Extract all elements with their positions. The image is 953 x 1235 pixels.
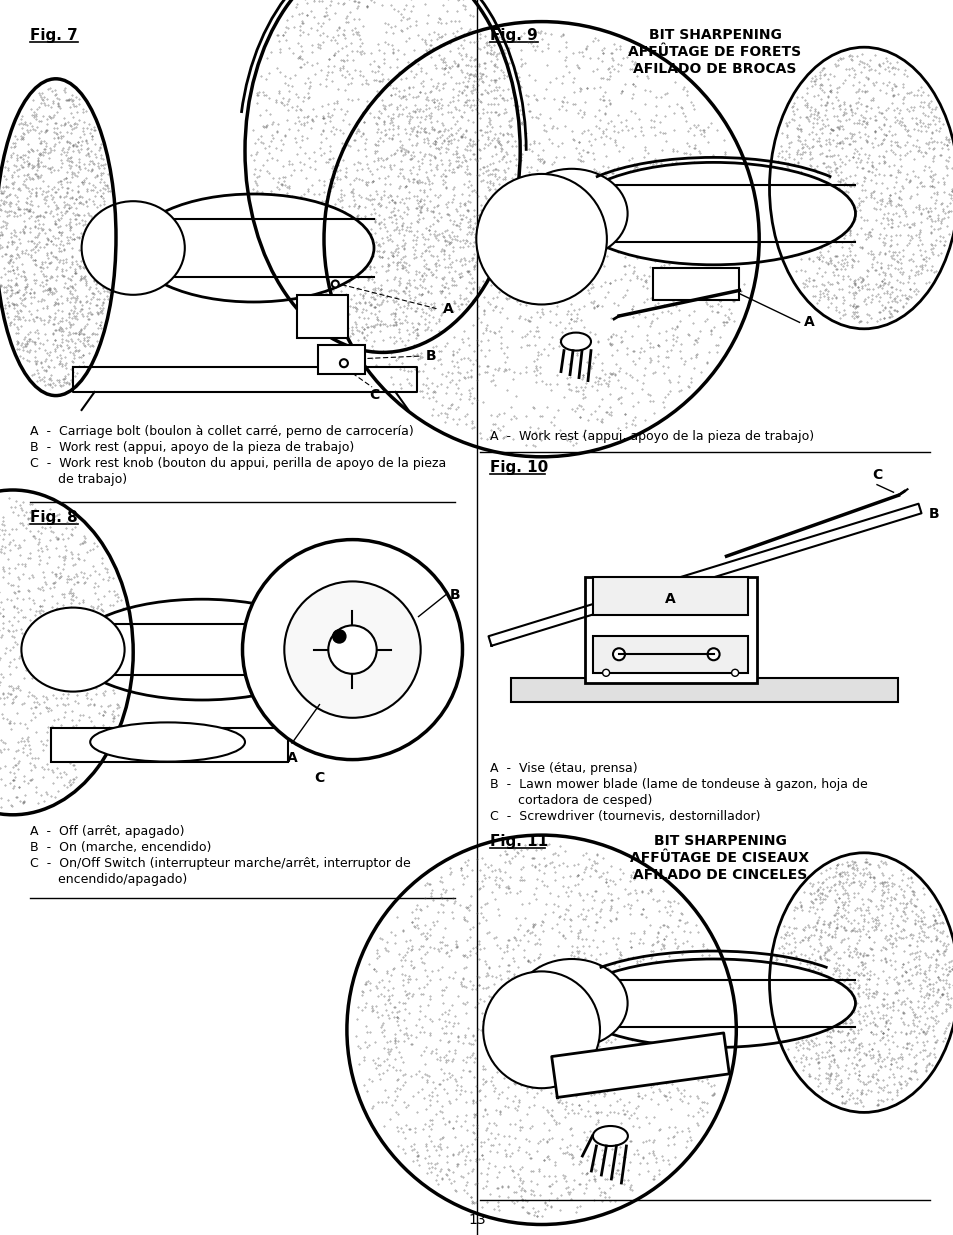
Text: Fig. 7: Fig. 7 (30, 28, 77, 43)
Text: BIT SHARPENING: BIT SHARPENING (653, 834, 785, 848)
Text: Fig. 8: Fig. 8 (30, 510, 77, 525)
Text: B  -  Lawn mower blade (lame de tondeuse à gazon, hoja de: B - Lawn mower blade (lame de tondeuse à… (490, 778, 867, 790)
Ellipse shape (91, 722, 245, 762)
Text: Fig. 11: Fig. 11 (490, 834, 548, 848)
Text: C  -  Screwdriver (tournevis, destornillador): C - Screwdriver (tournevis, destornillad… (490, 810, 760, 823)
Text: A: A (442, 303, 453, 316)
Circle shape (333, 630, 346, 643)
Circle shape (328, 625, 376, 674)
Circle shape (476, 174, 606, 305)
Circle shape (242, 540, 462, 760)
Text: C: C (314, 771, 324, 785)
Text: C: C (871, 468, 882, 482)
Text: C: C (369, 388, 378, 403)
Ellipse shape (133, 194, 374, 303)
Text: B: B (450, 588, 460, 601)
Text: AFFÛTAGE DE CISEAUX: AFFÛTAGE DE CISEAUX (630, 851, 809, 864)
Circle shape (731, 669, 738, 677)
Circle shape (284, 582, 420, 718)
Circle shape (482, 972, 599, 1088)
Text: A  -  Carriage bolt (boulon à collet carré, perno de carrocería): A - Carriage bolt (boulon à collet carré… (30, 425, 414, 438)
Text: C  -  On/Off Switch (interrupteur marche/arrêt, interruptor de: C - On/Off Switch (interrupteur marche/a… (30, 857, 411, 869)
Circle shape (339, 359, 348, 367)
Text: Fig. 10: Fig. 10 (490, 459, 548, 475)
Circle shape (613, 648, 624, 661)
Circle shape (602, 669, 609, 677)
Text: A: A (664, 592, 676, 605)
Circle shape (707, 648, 719, 661)
Text: Fig. 9: Fig. 9 (490, 28, 537, 43)
Text: AFFÛTAGE DE FORETS: AFFÛTAGE DE FORETS (628, 44, 801, 59)
Text: cortadora de cesped): cortadora de cesped) (490, 794, 652, 806)
Text: AFILADO DE CINCELES: AFILADO DE CINCELES (632, 868, 806, 882)
Text: A: A (286, 751, 297, 766)
Bar (51, 727, 288, 762)
Text: 13: 13 (468, 1213, 485, 1228)
Text: encendido/apagado): encendido/apagado) (30, 873, 187, 885)
Polygon shape (488, 504, 921, 646)
Text: C  -  Work rest knob (bouton du appui, perilla de apoyo de la pieza: C - Work rest knob (bouton du appui, per… (30, 457, 446, 471)
Text: B  -  Work rest (appui, apoyo de la pieza de trabajo): B - Work rest (appui, apoyo de la pieza … (30, 441, 354, 454)
Ellipse shape (82, 201, 185, 295)
Text: B: B (927, 506, 939, 521)
Polygon shape (73, 367, 416, 391)
Ellipse shape (516, 169, 627, 258)
Bar (296, 295, 348, 338)
Ellipse shape (73, 599, 331, 700)
Text: B  -  On (marche, encendido): B - On (marche, encendido) (30, 841, 212, 853)
Ellipse shape (571, 960, 855, 1047)
Ellipse shape (571, 162, 855, 264)
Ellipse shape (21, 608, 125, 692)
Bar (653, 268, 739, 300)
Text: A: A (802, 315, 814, 330)
Text: de trabajo): de trabajo) (30, 473, 127, 487)
Bar (317, 346, 365, 374)
Ellipse shape (560, 332, 590, 351)
Text: B: B (425, 350, 436, 363)
Ellipse shape (516, 960, 627, 1047)
Text: AFILADO DE BROCAS: AFILADO DE BROCAS (633, 62, 796, 77)
Text: A  -  Vise (étau, prensa): A - Vise (étau, prensa) (490, 762, 637, 776)
Bar (593, 578, 747, 615)
Bar (593, 636, 747, 673)
Ellipse shape (592, 1126, 627, 1146)
Text: BIT SHARPENING: BIT SHARPENING (648, 28, 781, 42)
Bar (584, 578, 756, 683)
Text: A  -  Off (arrêt, apagado): A - Off (arrêt, apagado) (30, 825, 184, 839)
Circle shape (332, 280, 338, 288)
Bar (511, 678, 898, 701)
Polygon shape (551, 1032, 728, 1098)
Text: A  -  Work rest (appui, apoyo de la pieza de trabajo): A - Work rest (appui, apoyo de la pieza … (490, 430, 813, 443)
